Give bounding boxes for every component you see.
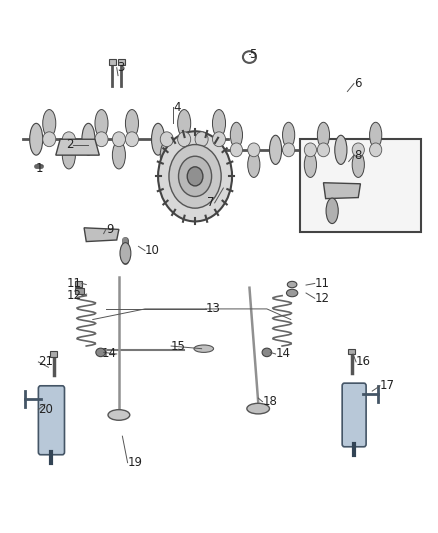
Bar <box>50 351 57 357</box>
Ellipse shape <box>335 135 347 165</box>
Text: 2: 2 <box>66 138 73 151</box>
Text: 5: 5 <box>250 48 257 61</box>
Ellipse shape <box>283 143 295 157</box>
Ellipse shape <box>194 345 214 352</box>
Text: 11: 11 <box>315 277 330 290</box>
Text: 3: 3 <box>117 61 124 74</box>
Ellipse shape <box>178 110 191 137</box>
Ellipse shape <box>318 143 329 157</box>
Ellipse shape <box>248 143 260 157</box>
Ellipse shape <box>120 243 131 264</box>
Text: 18: 18 <box>262 395 277 408</box>
Text: 13: 13 <box>206 302 221 316</box>
Polygon shape <box>56 139 99 155</box>
Ellipse shape <box>95 132 108 147</box>
Ellipse shape <box>43 110 56 137</box>
Ellipse shape <box>248 152 260 177</box>
Ellipse shape <box>152 123 165 155</box>
Text: 14: 14 <box>102 348 117 360</box>
Circle shape <box>187 167 203 186</box>
Bar <box>117 59 124 65</box>
Ellipse shape <box>326 198 338 223</box>
FancyBboxPatch shape <box>39 386 64 455</box>
Text: 6: 6 <box>354 77 361 90</box>
Ellipse shape <box>43 132 56 147</box>
Ellipse shape <box>230 122 243 148</box>
Ellipse shape <box>125 110 138 137</box>
Ellipse shape <box>212 132 226 147</box>
Ellipse shape <box>304 152 317 177</box>
Circle shape <box>158 131 232 221</box>
Polygon shape <box>84 228 119 241</box>
Ellipse shape <box>113 132 125 147</box>
Ellipse shape <box>160 132 173 147</box>
Text: 14: 14 <box>276 348 290 360</box>
Ellipse shape <box>62 141 75 169</box>
Ellipse shape <box>230 143 243 157</box>
Ellipse shape <box>195 132 208 147</box>
Bar <box>74 288 84 294</box>
Ellipse shape <box>178 132 191 147</box>
Polygon shape <box>323 183 360 199</box>
Ellipse shape <box>62 132 75 147</box>
Bar <box>300 139 421 232</box>
Ellipse shape <box>370 143 382 157</box>
Ellipse shape <box>262 348 272 357</box>
Ellipse shape <box>82 123 95 155</box>
Text: 9: 9 <box>106 223 113 236</box>
Ellipse shape <box>283 122 295 148</box>
Text: 8: 8 <box>354 149 361 161</box>
Ellipse shape <box>96 348 106 357</box>
Ellipse shape <box>108 410 130 420</box>
Ellipse shape <box>160 141 173 169</box>
Ellipse shape <box>212 110 226 137</box>
Text: 19: 19 <box>127 456 143 469</box>
Text: 11: 11 <box>67 277 82 290</box>
Bar <box>74 281 82 287</box>
Ellipse shape <box>370 122 382 148</box>
Text: 10: 10 <box>145 244 160 257</box>
Text: 16: 16 <box>356 356 371 368</box>
Ellipse shape <box>352 152 364 177</box>
Bar <box>109 59 116 65</box>
Ellipse shape <box>113 141 125 169</box>
Ellipse shape <box>195 141 208 169</box>
Text: 4: 4 <box>173 101 181 114</box>
Ellipse shape <box>352 143 364 157</box>
Circle shape <box>169 144 221 208</box>
Ellipse shape <box>30 123 43 155</box>
Ellipse shape <box>287 281 297 288</box>
Ellipse shape <box>286 289 298 297</box>
Text: 7: 7 <box>207 196 215 209</box>
Ellipse shape <box>95 110 108 137</box>
Text: 15: 15 <box>171 340 186 352</box>
Text: 17: 17 <box>380 379 395 392</box>
Ellipse shape <box>318 122 329 148</box>
Text: 1: 1 <box>35 162 43 175</box>
Text: 12: 12 <box>315 292 330 305</box>
Ellipse shape <box>125 132 138 147</box>
Ellipse shape <box>247 403 269 414</box>
FancyBboxPatch shape <box>342 383 366 447</box>
Bar <box>348 349 355 354</box>
Circle shape <box>179 156 212 197</box>
Ellipse shape <box>304 143 317 157</box>
Text: 21: 21 <box>39 356 53 368</box>
Text: 12: 12 <box>67 289 82 302</box>
Text: 20: 20 <box>39 403 53 416</box>
Ellipse shape <box>269 135 282 165</box>
